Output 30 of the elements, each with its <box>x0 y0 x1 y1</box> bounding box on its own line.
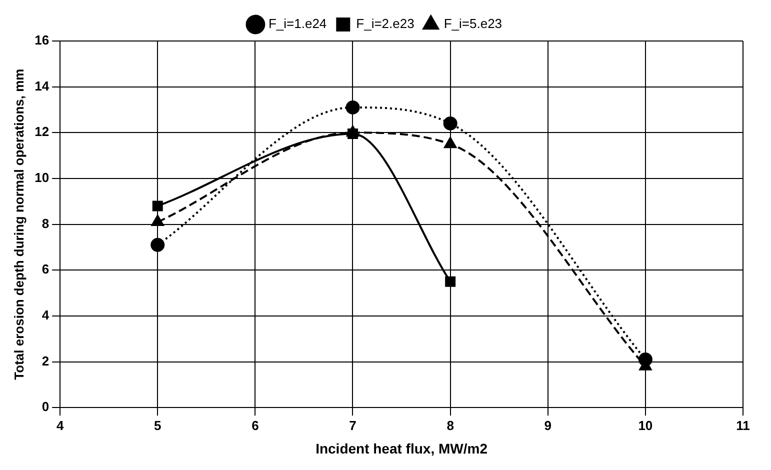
y-tick-label: 2 <box>42 353 50 368</box>
x-tick-label: 6 <box>252 418 259 433</box>
point <box>151 215 164 226</box>
y-axis-title: Total erosion depth during normal operations, mm <box>11 68 26 380</box>
x-tick-label: 9 <box>544 418 552 433</box>
legend-label: F_i=2.e23 <box>356 16 414 32</box>
point <box>445 276 456 287</box>
y-tick-label: 10 <box>34 170 50 186</box>
y-tick-label: 6 <box>42 262 50 277</box>
x-tick-label: 7 <box>349 418 356 433</box>
x-tick-label: 4 <box>56 418 64 433</box>
legend-label: F_i=1.e24 <box>268 16 327 32</box>
x-tick-label: 11 <box>736 418 750 433</box>
y-tick-label: 12 <box>34 124 50 140</box>
x-tick-label: 10 <box>638 418 653 433</box>
point <box>346 126 359 137</box>
point <box>152 200 163 212</box>
y-tick-label: 14 <box>34 78 50 94</box>
y-tick-label: 4 <box>42 308 50 323</box>
legend-label: F_i=5.e23 <box>444 16 502 32</box>
y-tick-label: 0 <box>42 399 50 414</box>
point <box>346 100 360 114</box>
y-tick-label: 8 <box>42 216 50 231</box>
x-axis-title: Incident heat flux, MW/m2 <box>316 440 488 456</box>
point <box>443 116 458 130</box>
point <box>150 238 165 252</box>
x-tick-label: 5 <box>154 418 162 433</box>
x-tick-label: 8 <box>446 418 454 433</box>
y-tick-label: 16 <box>34 32 50 48</box>
point <box>444 137 457 148</box>
